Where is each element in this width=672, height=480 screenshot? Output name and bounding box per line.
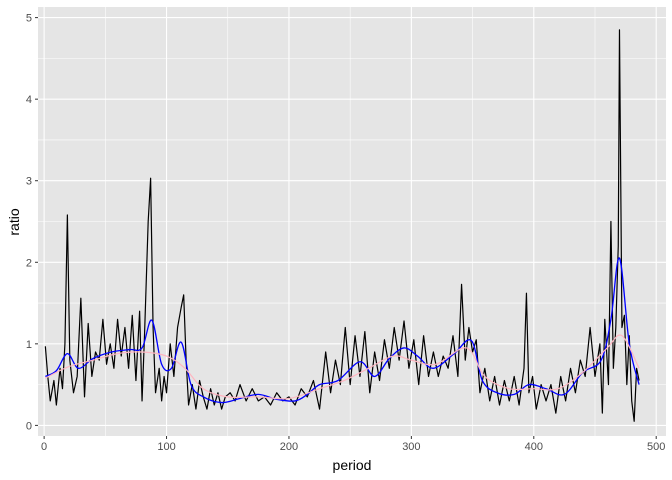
y-tick-label: 3 bbox=[26, 176, 32, 188]
y-axis-title: ratio bbox=[6, 208, 22, 235]
x-tick-label: 400 bbox=[525, 441, 543, 453]
x-tick-label: 200 bbox=[280, 441, 298, 453]
series-line-smooth-blue bbox=[45, 257, 640, 404]
y-tick-label: 0 bbox=[26, 420, 32, 432]
series-line-smooth-pink bbox=[45, 334, 640, 400]
x-axis-title: period bbox=[333, 457, 372, 473]
x-tick-label: 0 bbox=[41, 441, 47, 453]
y-tick-label: 1 bbox=[26, 339, 32, 351]
major-gridlines bbox=[38, 7, 666, 436]
x-axis: 0 100 200 300 400 500 bbox=[41, 436, 665, 453]
series-layer bbox=[44, 29, 640, 422]
x-tick-label: 300 bbox=[402, 441, 420, 453]
x-tick-label: 500 bbox=[647, 441, 665, 453]
x-tick-label: 100 bbox=[157, 441, 175, 453]
minor-gridlines bbox=[38, 7, 666, 436]
y-tick-label: 2 bbox=[26, 257, 32, 269]
y-axis: 0 1 2 3 4 5 bbox=[26, 13, 38, 432]
y-tick-label: 5 bbox=[26, 13, 32, 25]
y-tick-label: 4 bbox=[26, 94, 32, 106]
